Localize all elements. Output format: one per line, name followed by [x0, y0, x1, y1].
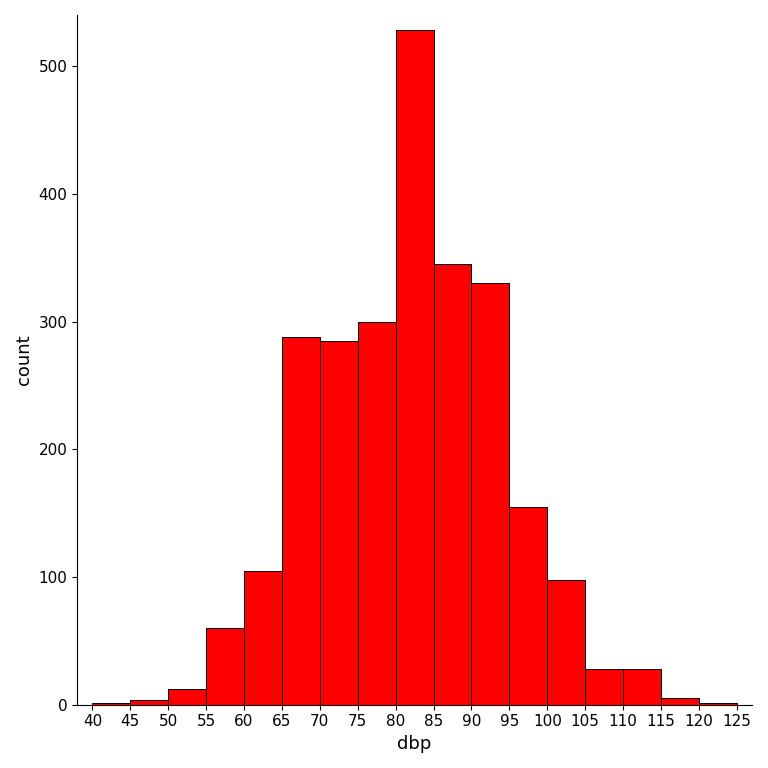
Bar: [585, 669, 623, 705]
Bar: [472, 283, 509, 705]
Bar: [282, 337, 319, 705]
Bar: [548, 580, 585, 705]
Bar: [661, 698, 699, 705]
Bar: [623, 669, 661, 705]
Bar: [434, 264, 472, 705]
Bar: [131, 700, 168, 705]
Bar: [699, 703, 737, 705]
Bar: [206, 628, 244, 705]
Bar: [244, 571, 282, 705]
Bar: [168, 690, 206, 705]
Bar: [396, 30, 434, 705]
Bar: [509, 507, 548, 705]
Bar: [358, 322, 396, 705]
Bar: [319, 341, 358, 705]
Bar: [92, 703, 131, 705]
Y-axis label: count: count: [15, 335, 33, 386]
X-axis label: dbp: dbp: [397, 735, 432, 753]
